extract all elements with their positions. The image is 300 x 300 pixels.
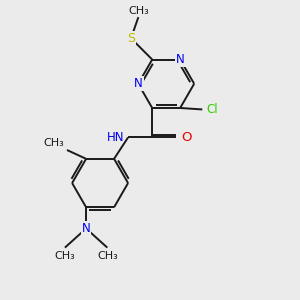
- Text: N: N: [82, 222, 91, 235]
- Text: O: O: [182, 131, 192, 144]
- Text: Cl: Cl: [207, 103, 218, 116]
- Text: CH₃: CH₃: [44, 138, 64, 148]
- Text: HN: HN: [107, 131, 124, 144]
- Text: CH₃: CH₃: [97, 250, 118, 261]
- Text: N: N: [134, 77, 142, 90]
- Text: S: S: [127, 32, 135, 45]
- Text: CH₃: CH₃: [55, 250, 75, 261]
- Text: N: N: [176, 53, 184, 66]
- Text: CH₃: CH₃: [128, 6, 149, 16]
